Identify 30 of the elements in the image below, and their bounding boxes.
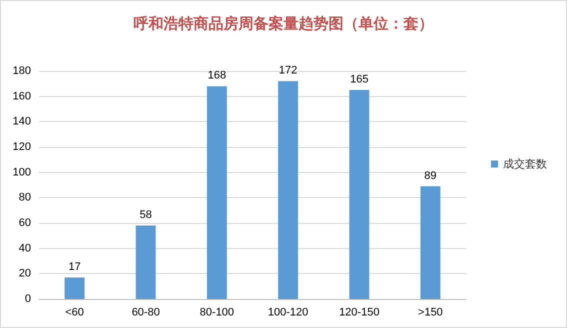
data-label: 168 (208, 70, 226, 82)
bar (420, 186, 440, 299)
y-tick-label: 120 (12, 141, 31, 153)
y-tick-label: 40 (18, 242, 31, 254)
chart-title: 呼和浩特商品房周备案量趋势图（单位：套） (134, 14, 434, 32)
data-label: 89 (424, 170, 437, 182)
bar (349, 90, 370, 299)
y-tick-label: 180 (12, 65, 31, 77)
data-label: 172 (278, 64, 298, 77)
x-tick-label: 60-80 (132, 306, 160, 318)
bar (278, 81, 298, 299)
bar (206, 86, 227, 299)
y-tick-label: 160 (12, 90, 31, 102)
x-tick-label: <60 (65, 306, 84, 318)
x-tick-label: 120-150 (339, 306, 380, 318)
y-tick-label: 60 (18, 217, 31, 229)
data-label: 165 (350, 74, 368, 86)
x-tick-label: 80-100 (200, 306, 234, 318)
y-tick-label: 100 (12, 166, 31, 178)
x-tick-label: 100-120 (268, 306, 308, 318)
y-tick-label: 80 (18, 192, 31, 204)
bar (64, 277, 85, 299)
y-tick-label: 140 (12, 116, 31, 128)
data-label: 17 (68, 260, 81, 273)
data-label: 58 (140, 209, 152, 222)
x-tick-label: >150 (418, 306, 443, 318)
y-tick-label: 20 (18, 268, 31, 280)
y-tick-label: 0 (24, 293, 31, 305)
legend-label: 成交套数 (503, 158, 547, 170)
bar (136, 226, 156, 299)
